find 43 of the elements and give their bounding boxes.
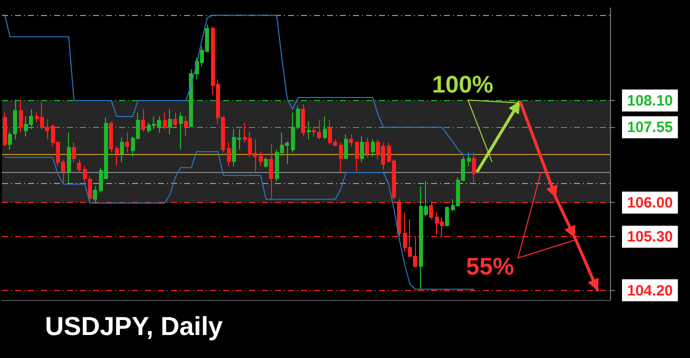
- candlestick: [371, 138, 375, 157]
- candlestick: [317, 118, 321, 140]
- candlestick: [339, 142, 343, 173]
- candlestick: [120, 136, 124, 163]
- candlestick: [163, 112, 167, 130]
- candlestick: [184, 116, 188, 137]
- candlestick: [365, 136, 369, 158]
- y-tick-label: 106.00: [627, 194, 673, 212]
- candlestick: [83, 166, 87, 183]
- y-tick-label: 104.20: [627, 282, 673, 300]
- candlestick: [264, 156, 268, 168]
- candlestick: [301, 104, 305, 137]
- candlestick: [125, 132, 129, 154]
- candlestick: [179, 112, 183, 150]
- candlestick: [115, 146, 119, 167]
- candlestick: [349, 134, 353, 147]
- candlestick: [173, 112, 177, 128]
- candlestick: [269, 144, 273, 200]
- candlestick: [445, 206, 449, 228]
- annotation: 55%: [466, 254, 514, 280]
- candlestick: [467, 152, 471, 167]
- candlestick: [355, 140, 359, 172]
- candlestick: [259, 151, 263, 167]
- y-tick-label: 108.10: [627, 92, 673, 110]
- candlestick: [312, 126, 316, 137]
- candlestick: [72, 142, 76, 163]
- candlestick: [360, 136, 364, 163]
- candlestick: [19, 98, 23, 134]
- candlestick: [93, 186, 97, 203]
- y-tick-label: 107.55: [627, 119, 673, 136]
- candlestick: [77, 158, 81, 173]
- candlestick: [472, 152, 476, 183]
- candlestick: [8, 131, 12, 150]
- candlestick: [88, 176, 92, 203]
- candlestick: [227, 142, 231, 167]
- candlestick: [344, 134, 348, 160]
- candlestick: [67, 132, 71, 185]
- text: USDJPY, Daily: [45, 311, 224, 341]
- candlestick: [141, 108, 145, 132]
- annotation: 100%: [432, 72, 494, 98]
- candlestick: [3, 112, 7, 147]
- y-tick-label: 105.30: [627, 228, 673, 246]
- candlestick: [109, 120, 113, 154]
